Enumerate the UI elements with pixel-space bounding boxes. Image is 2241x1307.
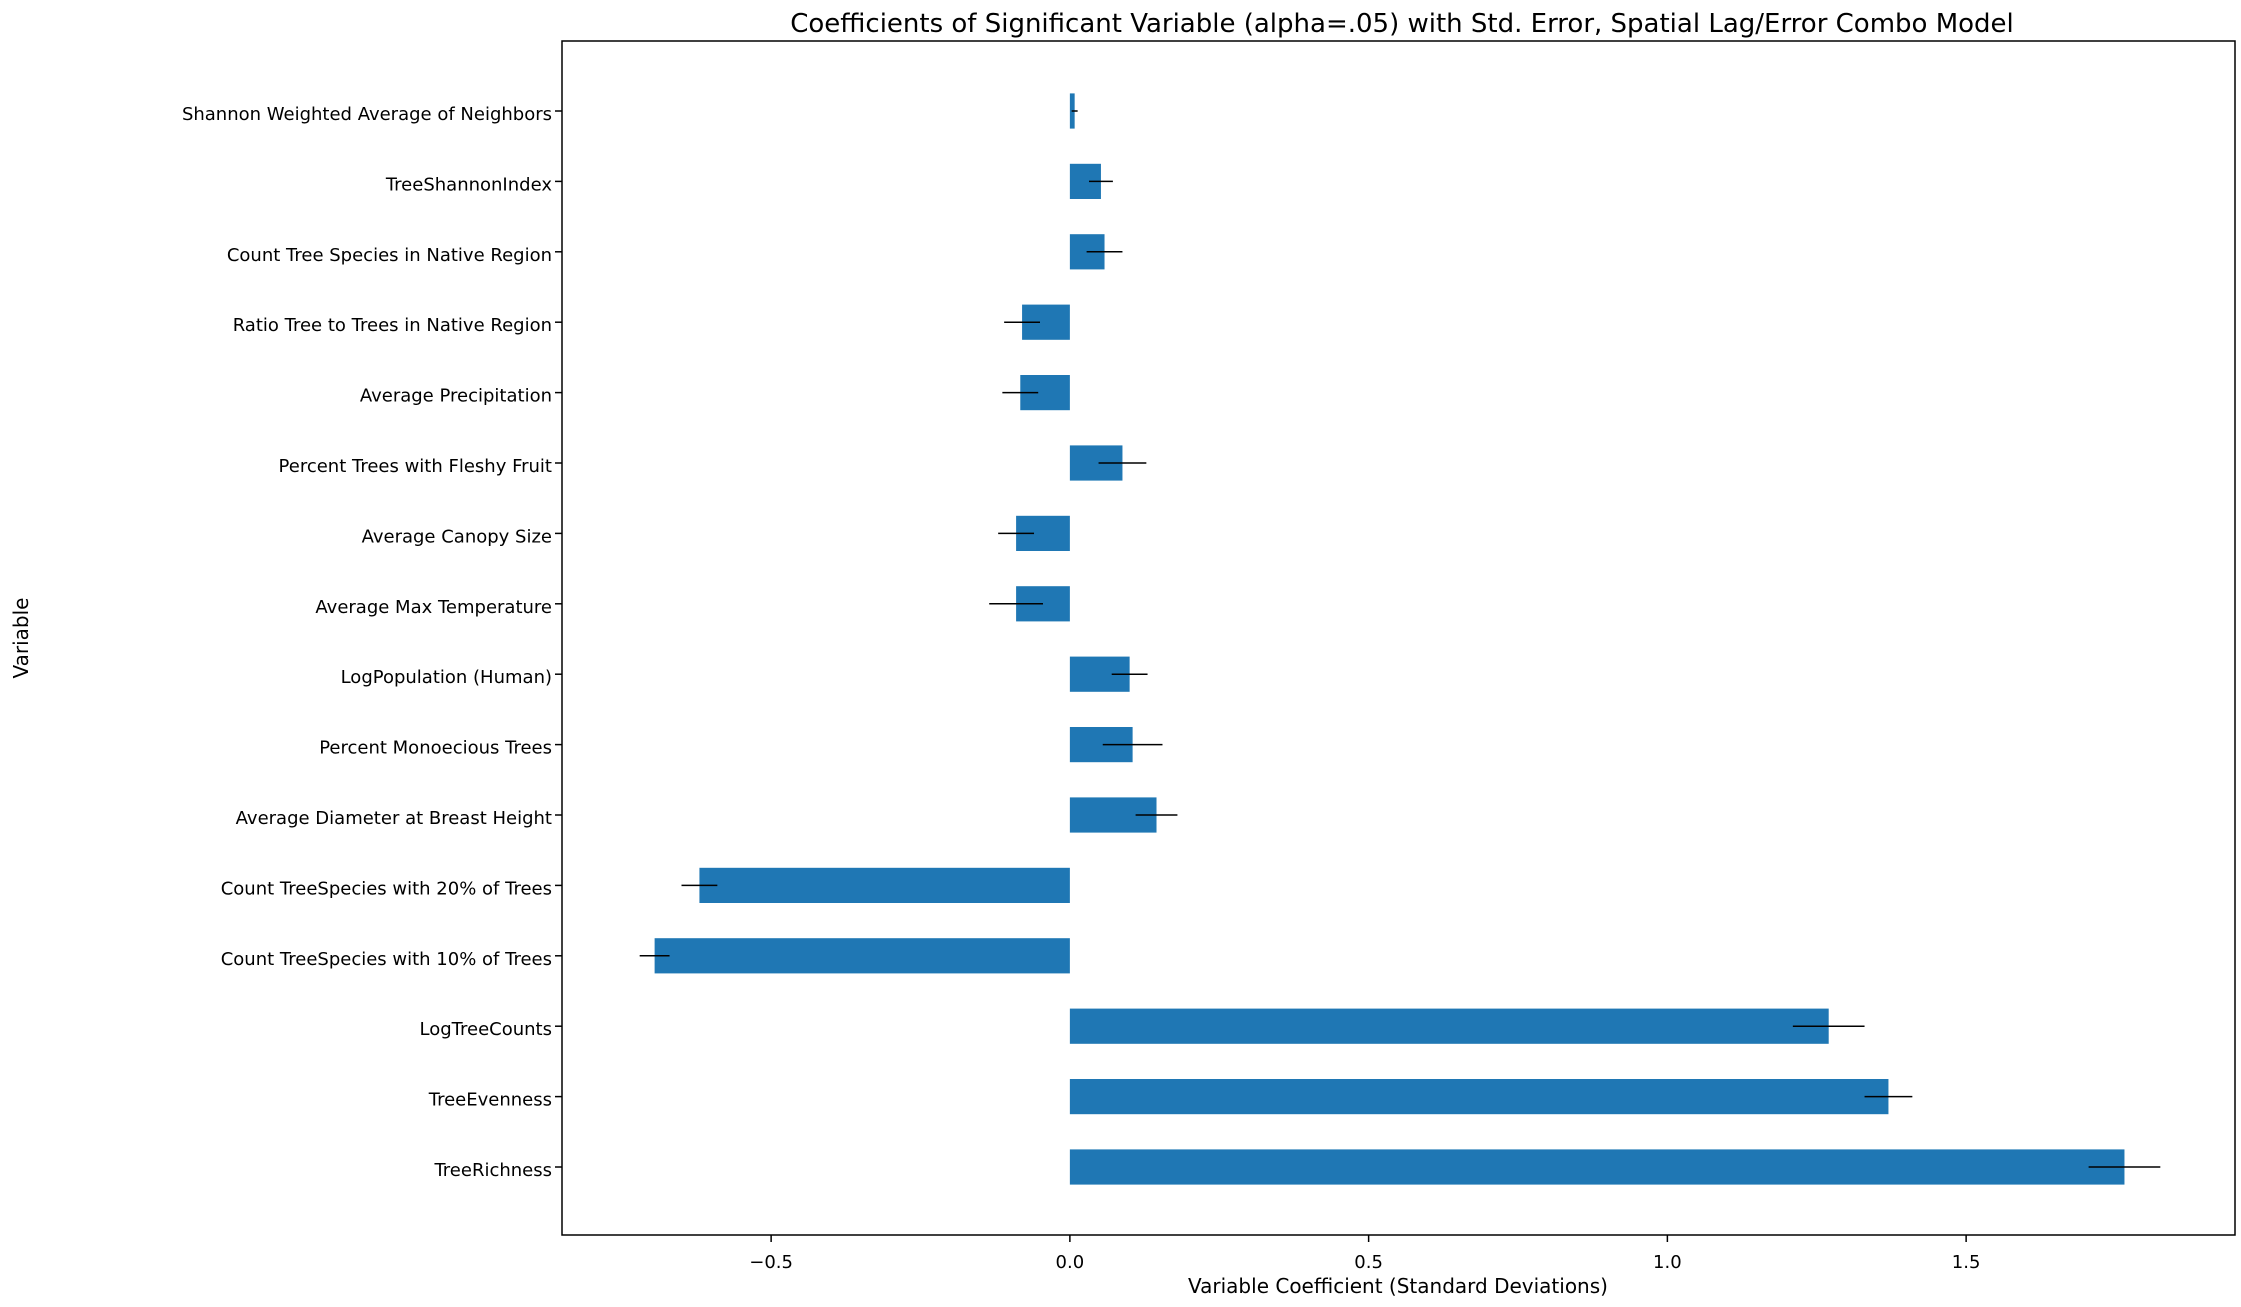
- x-tick-label: 0.5: [1354, 1252, 1383, 1273]
- bar: [1069, 1149, 2125, 1185]
- y-tick-label: LogPopulation (Human): [341, 667, 552, 688]
- y-tick-label: Ratio Tree to Trees in Native Region: [233, 315, 552, 336]
- y-tick-label: Average Max Temperature: [315, 597, 552, 618]
- x-tick-label: 1.0: [1653, 1252, 1682, 1273]
- y-tick-label: Shannon Weighted Average of Neighbors: [182, 104, 552, 125]
- y-tick-label: Percent Monoecious Trees: [319, 738, 552, 759]
- y-tick-label: LogTreeCounts: [420, 1019, 553, 1040]
- y-tick-label: Count TreeSpecies with 20% of Trees: [221, 878, 552, 899]
- bars-layer: [654, 93, 2125, 1185]
- x-axis-ticks: −0.5 0.0 0.5 1.0 1.5: [749, 1235, 1980, 1273]
- x-tick-label: 1.5: [1952, 1252, 1981, 1273]
- y-axis-ticks: TreeRichness TreeEvenness LogTreeCounts Cou…: [182, 104, 562, 1181]
- bar: [1069, 1008, 1829, 1044]
- y-tick-label: Percent Trees with Fleshy Fruit: [279, 456, 552, 477]
- y-axis-label: Variable: [9, 598, 33, 679]
- plot-area: [561, 40, 2236, 1236]
- x-tick-label: 0.0: [1056, 1252, 1085, 1273]
- y-tick-label: Average Precipitation: [360, 386, 552, 407]
- y-tick-label: TreeShannonIndex: [385, 174, 553, 195]
- errorbars-layer: [639, 110, 2161, 1168]
- bar: [699, 867, 1070, 903]
- bar: [654, 938, 1070, 974]
- y-tick-label: Average Canopy Size: [362, 526, 552, 547]
- y-tick-label: Average Diameter at Breast Height: [236, 808, 552, 829]
- x-tick-label: −0.5: [749, 1252, 793, 1273]
- chart-title: Coefficients of Significant Variable (al…: [790, 9, 2014, 39]
- bar: [1069, 1079, 1889, 1115]
- y-tick-label: Count Tree Species in Native Region: [227, 245, 552, 266]
- y-tick-label: TreeRichness: [433, 1160, 552, 1181]
- y-tick-label: TreeEvenness: [428, 1090, 552, 1111]
- y-tick-label: Count TreeSpecies with 10% of Trees: [221, 949, 552, 970]
- x-axis-label: Variable Coefficient (Standard Deviation…: [1188, 1274, 1608, 1298]
